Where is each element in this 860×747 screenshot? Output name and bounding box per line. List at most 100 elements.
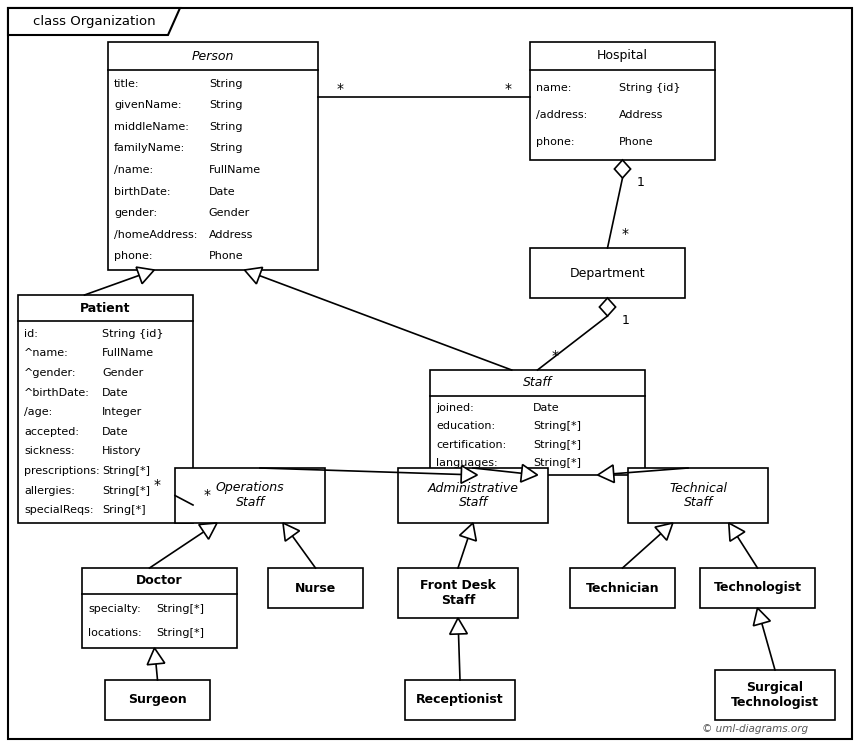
Text: Gender: Gender bbox=[102, 368, 144, 378]
Text: name:: name: bbox=[536, 83, 571, 93]
Text: String[*]: String[*] bbox=[157, 604, 205, 614]
Text: Phone: Phone bbox=[619, 137, 654, 147]
Text: Date: Date bbox=[102, 427, 129, 437]
Text: gender:: gender: bbox=[114, 208, 157, 218]
Bar bbox=[268, 568, 363, 608]
Text: /name:: /name: bbox=[114, 165, 153, 175]
Polygon shape bbox=[520, 465, 538, 482]
Text: phone:: phone: bbox=[536, 137, 574, 147]
Text: Technical
Staff: Technical Staff bbox=[669, 482, 727, 509]
Polygon shape bbox=[450, 618, 467, 634]
Text: certification:: certification: bbox=[436, 440, 507, 450]
Polygon shape bbox=[8, 8, 180, 35]
Text: allergies:: allergies: bbox=[24, 486, 75, 496]
Text: Date: Date bbox=[102, 388, 129, 397]
Text: Staff: Staff bbox=[523, 376, 552, 389]
Text: 1: 1 bbox=[622, 314, 630, 326]
Text: Date: Date bbox=[533, 403, 560, 413]
Text: locations:: locations: bbox=[88, 627, 142, 638]
Text: Surgical
Technologist: Surgical Technologist bbox=[731, 681, 819, 709]
Text: Operations
Staff: Operations Staff bbox=[216, 482, 285, 509]
Text: ^name:: ^name: bbox=[24, 348, 69, 359]
Text: Administrative
Staff: Administrative Staff bbox=[427, 482, 519, 509]
Text: Hospital: Hospital bbox=[597, 49, 648, 63]
Polygon shape bbox=[753, 608, 771, 626]
Bar bbox=[405, 680, 515, 720]
Text: education:: education: bbox=[436, 421, 495, 431]
Text: /homeAddress:: /homeAddress: bbox=[114, 229, 198, 240]
Polygon shape bbox=[147, 648, 165, 665]
Text: Technician: Technician bbox=[586, 581, 660, 595]
Text: Person: Person bbox=[192, 49, 234, 63]
Bar bbox=[18, 295, 193, 523]
Text: String[*]: String[*] bbox=[102, 466, 150, 476]
Text: Technologist: Technologist bbox=[714, 581, 802, 595]
Text: /age:: /age: bbox=[24, 407, 52, 417]
Bar bbox=[175, 468, 325, 523]
Text: String {id}: String {id} bbox=[619, 83, 680, 93]
Text: Integer: Integer bbox=[102, 407, 142, 417]
Text: Doctor: Doctor bbox=[136, 574, 183, 587]
Text: *: * bbox=[552, 349, 559, 363]
Text: *: * bbox=[153, 479, 161, 492]
Text: familyName:: familyName: bbox=[114, 143, 185, 153]
Text: class Organization: class Organization bbox=[33, 16, 156, 28]
Text: ^gender:: ^gender: bbox=[24, 368, 77, 378]
Text: String {id}: String {id} bbox=[102, 329, 163, 338]
Text: sickness:: sickness: bbox=[24, 447, 75, 456]
Bar bbox=[105, 680, 210, 720]
Polygon shape bbox=[598, 465, 614, 483]
Text: © uml-diagrams.org: © uml-diagrams.org bbox=[702, 724, 808, 734]
Polygon shape bbox=[461, 465, 477, 483]
Text: String[*]: String[*] bbox=[533, 458, 581, 468]
Text: String: String bbox=[209, 101, 243, 111]
Text: Address: Address bbox=[619, 110, 663, 120]
Text: String: String bbox=[209, 122, 243, 132]
Text: ^birthDate:: ^birthDate: bbox=[24, 388, 90, 397]
Text: String[*]: String[*] bbox=[533, 421, 581, 431]
Bar bbox=[108, 42, 318, 270]
Text: Date: Date bbox=[209, 187, 236, 196]
Text: accepted:: accepted: bbox=[24, 427, 79, 437]
Text: birthDate:: birthDate: bbox=[114, 187, 170, 196]
Text: String[*]: String[*] bbox=[102, 486, 150, 496]
Text: /address:: /address: bbox=[536, 110, 587, 120]
Text: String[*]: String[*] bbox=[157, 627, 205, 638]
Polygon shape bbox=[459, 523, 476, 541]
Bar bbox=[398, 468, 548, 523]
Polygon shape bbox=[136, 267, 154, 284]
Text: Nurse: Nurse bbox=[295, 581, 336, 595]
Bar bbox=[82, 568, 237, 648]
Text: phone:: phone: bbox=[114, 251, 152, 261]
Polygon shape bbox=[283, 523, 299, 541]
Polygon shape bbox=[728, 523, 745, 542]
Polygon shape bbox=[244, 267, 262, 284]
Text: Phone: Phone bbox=[209, 251, 243, 261]
Bar bbox=[628, 468, 768, 523]
Text: Sring[*]: Sring[*] bbox=[102, 505, 145, 515]
Text: specialReqs:: specialReqs: bbox=[24, 505, 94, 515]
Text: History: History bbox=[102, 447, 142, 456]
Text: String: String bbox=[209, 79, 243, 89]
Text: Department: Department bbox=[569, 267, 645, 279]
Text: String: String bbox=[209, 143, 243, 153]
Text: joined:: joined: bbox=[436, 403, 474, 413]
Text: Patient: Patient bbox=[80, 302, 131, 314]
Text: FullName: FullName bbox=[209, 165, 261, 175]
Bar bbox=[570, 568, 675, 608]
Text: specialty:: specialty: bbox=[88, 604, 141, 614]
Text: Front Desk
Staff: Front Desk Staff bbox=[420, 579, 496, 607]
Polygon shape bbox=[614, 160, 630, 178]
Polygon shape bbox=[199, 523, 217, 539]
Text: id:: id: bbox=[24, 329, 38, 338]
Polygon shape bbox=[599, 298, 616, 316]
Text: *: * bbox=[204, 488, 211, 502]
Text: prescriptions:: prescriptions: bbox=[24, 466, 100, 476]
Text: title:: title: bbox=[114, 79, 139, 89]
Text: middleName:: middleName: bbox=[114, 122, 189, 132]
Bar bbox=[430, 370, 645, 475]
Text: 1: 1 bbox=[636, 176, 644, 188]
Text: givenName:: givenName: bbox=[114, 101, 181, 111]
Text: Receptionist: Receptionist bbox=[416, 693, 504, 707]
Text: languages:: languages: bbox=[436, 458, 498, 468]
